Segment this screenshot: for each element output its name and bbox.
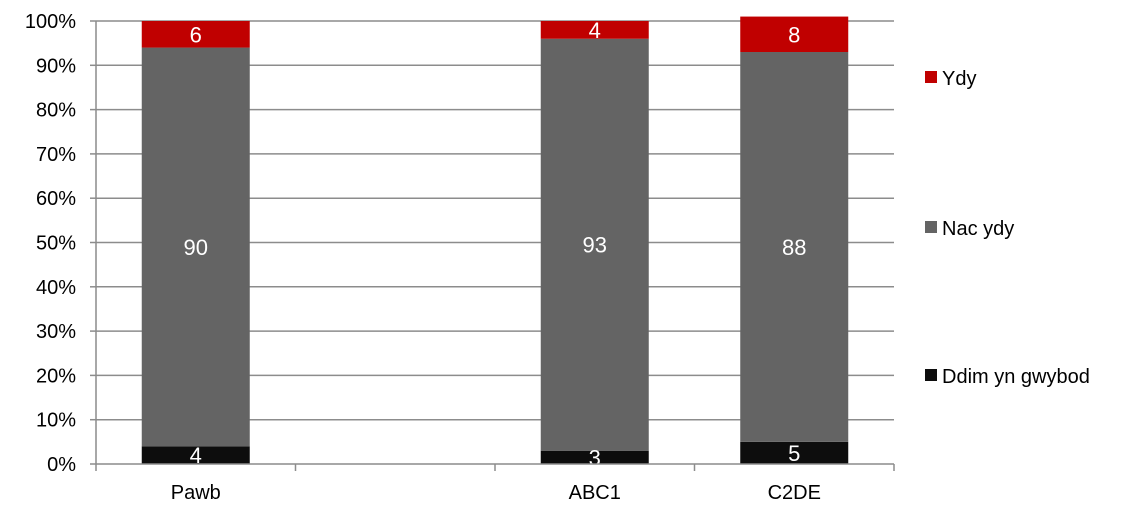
bar-segment bbox=[141, 446, 250, 464]
y-tick-label: 80% bbox=[36, 100, 76, 122]
data-label: 88 bbox=[782, 235, 806, 260]
y-tick-label: 10% bbox=[36, 410, 76, 432]
bar-segment bbox=[540, 21, 649, 39]
y-tick-label: 40% bbox=[36, 277, 76, 299]
legend: Ydy Nac ydy Ddim yn gwybod bbox=[925, 68, 1090, 388]
x-category-label: ABC1 bbox=[569, 482, 621, 504]
y-tick-label: 90% bbox=[36, 55, 76, 77]
y-axis-tick-labels: 0% 10% 20% 30% 40% 50% 60% 70% 80% 90% 100% bbox=[25, 11, 76, 476]
x-axis-category-labels: Pawb ABC1 C2DE bbox=[171, 482, 821, 504]
bar-segment bbox=[141, 21, 250, 48]
legend-swatch bbox=[925, 369, 937, 381]
legend-label: Nac ydy bbox=[942, 218, 1014, 240]
y-tick-label: 20% bbox=[36, 365, 76, 387]
data-label: 93 bbox=[583, 233, 607, 258]
legend-label: Ddim yn gwybod bbox=[942, 366, 1090, 388]
bar-segment bbox=[540, 38, 649, 451]
y-tick-label: 50% bbox=[36, 233, 76, 255]
data-label: 4 bbox=[589, 18, 601, 43]
data-label: 3 bbox=[589, 445, 601, 470]
y-tick-label: 30% bbox=[36, 321, 76, 343]
bar-segment bbox=[740, 441, 849, 464]
data-label: 5 bbox=[788, 441, 800, 466]
data-label: 8 bbox=[788, 22, 800, 47]
bar-segment bbox=[740, 52, 849, 442]
bars bbox=[141, 16, 849, 464]
data-label: 90 bbox=[184, 235, 208, 260]
axes bbox=[95, 21, 895, 471]
legend-swatch bbox=[925, 71, 937, 83]
y-tick-label: 60% bbox=[36, 188, 76, 210]
y-tick-label: 0% bbox=[47, 454, 76, 476]
bar-segment bbox=[141, 47, 250, 447]
y-tick-label: 100% bbox=[25, 11, 76, 33]
x-category-label: Pawb bbox=[171, 482, 221, 504]
bar-segment bbox=[540, 450, 649, 464]
legend-swatch bbox=[925, 221, 937, 233]
data-label: 4 bbox=[190, 443, 202, 468]
legend-label: Ydy bbox=[942, 68, 976, 90]
y-tick-label: 70% bbox=[36, 144, 76, 166]
bar-segment bbox=[740, 16, 849, 53]
x-category-label: C2DE bbox=[768, 482, 821, 504]
data-label: 6 bbox=[190, 22, 202, 47]
